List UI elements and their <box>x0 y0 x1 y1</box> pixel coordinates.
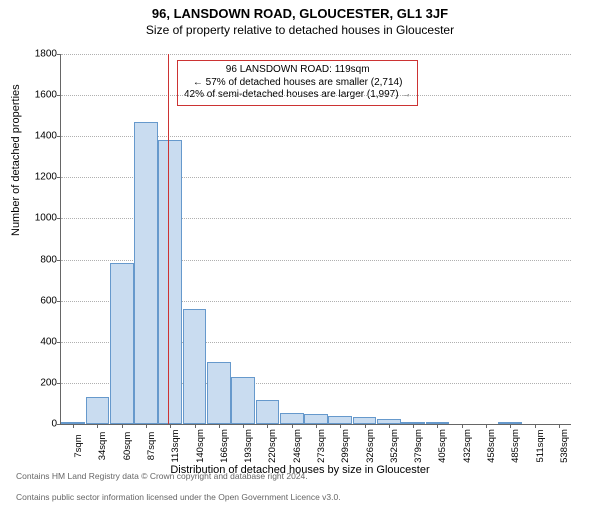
x-tick-label: 405sqm <box>437 429 448 463</box>
x-tick-label: 538sqm <box>559 429 570 463</box>
histogram-bar <box>207 362 231 424</box>
annotation-line-2: ← 57% of detached houses are smaller (2,… <box>184 77 411 90</box>
x-tick-label: 458sqm <box>486 429 497 463</box>
x-tick-label: 273sqm <box>316 429 327 463</box>
chart-title: 96, LANSDOWN ROAD, GLOUCESTER, GL1 3JF <box>0 6 600 21</box>
x-tick-mark <box>316 424 317 428</box>
x-tick-mark <box>389 424 390 428</box>
x-tick-mark <box>365 424 366 428</box>
histogram-bar <box>328 416 352 424</box>
histogram-bar <box>231 377 255 424</box>
y-axis-label: Number of detached properties <box>10 84 22 236</box>
x-tick-label: 220sqm <box>267 429 278 463</box>
x-tick-label: 379sqm <box>413 429 424 463</box>
y-tick-label: 200 <box>40 377 61 388</box>
y-tick-label: 1600 <box>35 90 61 101</box>
y-tick-label: 1400 <box>35 131 61 142</box>
x-tick-mark <box>170 424 171 428</box>
x-tick-mark <box>267 424 268 428</box>
gridline <box>61 54 571 55</box>
attribution-line-2: Contains public sector information licen… <box>16 492 341 502</box>
annotation-line-1: 96 LANSDOWN ROAD: 119sqm <box>184 64 411 77</box>
x-tick-label: 511sqm <box>535 429 546 462</box>
y-tick-label: 800 <box>40 254 61 265</box>
x-tick-label: 60sqm <box>122 432 133 461</box>
histogram-bar <box>183 309 207 424</box>
x-tick-mark <box>243 424 244 428</box>
plot-area: 96 LANSDOWN ROAD: 119sqm ← 57% of detach… <box>60 54 571 425</box>
y-tick-label: 0 <box>51 419 61 430</box>
x-tick-label: 113sqm <box>170 429 181 462</box>
x-tick-mark <box>340 424 341 428</box>
x-tick-label: 34sqm <box>97 432 108 461</box>
gridline <box>61 95 571 96</box>
x-tick-mark <box>195 424 196 428</box>
x-tick-label: 140sqm <box>195 429 206 463</box>
x-tick-label: 193sqm <box>243 429 254 463</box>
x-tick-mark <box>97 424 98 428</box>
y-tick-label: 600 <box>40 295 61 306</box>
x-tick-mark <box>510 424 511 428</box>
histogram-bar <box>158 140 182 424</box>
histogram-bar <box>280 413 304 424</box>
x-tick-label: 326sqm <box>365 429 376 463</box>
x-tick-label: 87sqm <box>146 432 157 461</box>
x-tick-mark <box>486 424 487 428</box>
y-tick-label: 1000 <box>35 213 61 224</box>
y-tick-label: 1800 <box>35 49 61 60</box>
x-tick-mark <box>437 424 438 428</box>
x-tick-mark <box>413 424 414 428</box>
reference-line <box>168 54 169 424</box>
x-tick-label: 485sqm <box>510 429 521 463</box>
x-tick-mark <box>219 424 220 428</box>
x-tick-mark <box>462 424 463 428</box>
histogram-bar <box>110 263 134 424</box>
attribution-text: Contains HM Land Registry data © Crown c… <box>16 461 341 502</box>
x-tick-label: 246sqm <box>292 429 303 463</box>
x-tick-label: 7sqm <box>73 434 84 457</box>
histogram-bar <box>86 397 110 424</box>
y-tick-label: 400 <box>40 336 61 347</box>
histogram-bar <box>353 417 377 424</box>
x-tick-mark <box>122 424 123 428</box>
x-tick-label: 432sqm <box>462 429 473 463</box>
annotation-box: 96 LANSDOWN ROAD: 119sqm ← 57% of detach… <box>177 60 418 106</box>
histogram-bar <box>256 400 280 424</box>
chart-subtitle: Size of property relative to detached ho… <box>0 23 600 37</box>
x-tick-mark <box>535 424 536 428</box>
x-tick-label: 166sqm <box>219 429 230 463</box>
x-tick-mark <box>146 424 147 428</box>
x-tick-label: 352sqm <box>389 429 400 463</box>
x-tick-mark <box>292 424 293 428</box>
x-tick-label: 299sqm <box>340 429 351 463</box>
attribution-line-1: Contains HM Land Registry data © Crown c… <box>16 471 308 481</box>
x-tick-mark <box>73 424 74 428</box>
x-tick-mark <box>559 424 560 428</box>
histogram-bar <box>134 122 158 424</box>
y-tick-label: 1200 <box>35 172 61 183</box>
histogram-bar <box>304 414 328 424</box>
